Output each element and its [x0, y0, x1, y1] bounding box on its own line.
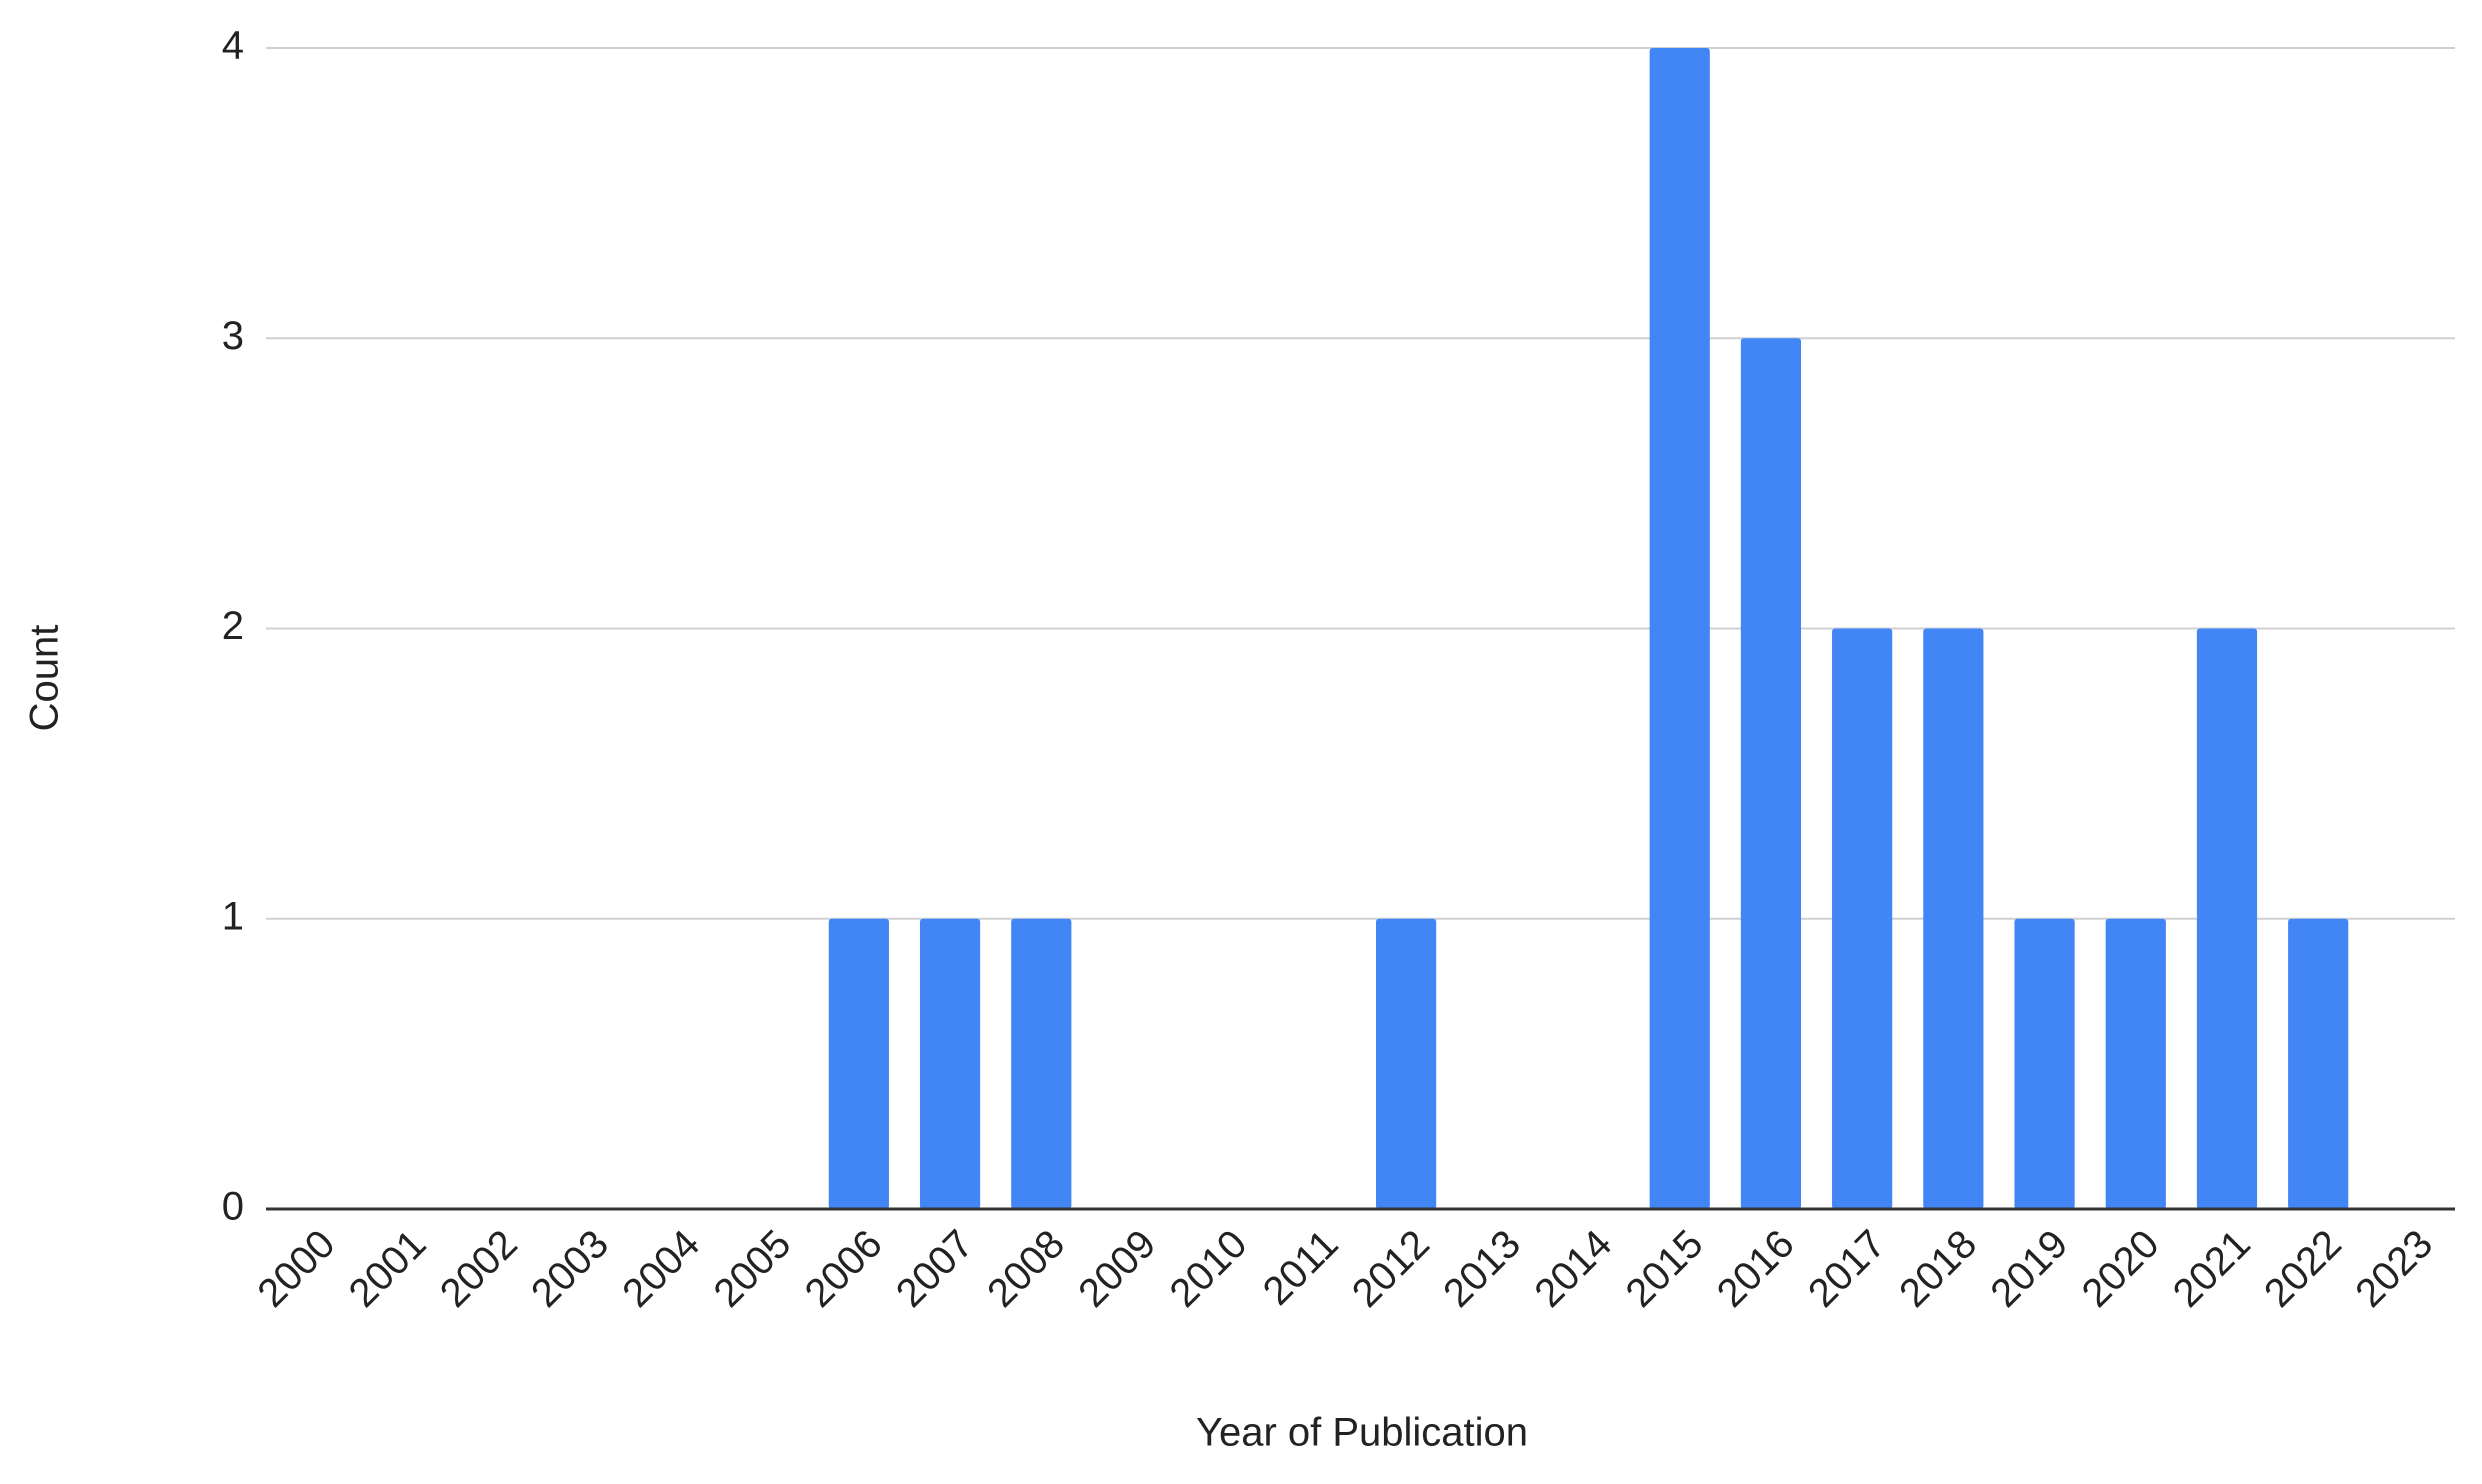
bar — [2014, 918, 2075, 1209]
x-axis-title: Year of Publication — [1196, 1411, 1528, 1455]
x-tick-label: 2021 — [2165, 1222, 2259, 1316]
x-tick-label: 2003 — [523, 1222, 617, 1316]
y-tick-label: 3 — [222, 314, 244, 358]
x-tick-label: 2016 — [1709, 1222, 1803, 1316]
bar — [919, 918, 981, 1209]
x-tick-label: 2013 — [1435, 1222, 1529, 1316]
x-tick-label: 2004 — [614, 1222, 708, 1316]
bar — [1832, 628, 1893, 1209]
y-tick-label: 4 — [222, 24, 244, 68]
x-tick-label: 2001 — [341, 1222, 435, 1316]
bar — [1649, 48, 1710, 1209]
x-tick-label: 2002 — [432, 1222, 526, 1316]
y-tick-label: 2 — [222, 604, 244, 648]
bar — [828, 918, 889, 1209]
bar — [1011, 918, 1072, 1209]
x-tick-label: 2022 — [2256, 1222, 2350, 1316]
y-tick-label: 0 — [222, 1185, 244, 1229]
x-tick-label: 2018 — [1891, 1222, 1985, 1316]
x-tick-label: 2017 — [1800, 1222, 1894, 1316]
x-tick-label: 2020 — [2074, 1222, 2168, 1316]
x-tick-label: 2008 — [979, 1222, 1073, 1316]
bar — [2105, 918, 2166, 1209]
bar — [1376, 918, 1437, 1209]
x-tick-label: 2019 — [1982, 1222, 2076, 1316]
bar — [1740, 338, 1802, 1209]
x-tick-label: 2012 — [1344, 1222, 1438, 1316]
x-tick-label: 2006 — [797, 1222, 891, 1316]
x-tick-label: 2015 — [1618, 1222, 1712, 1316]
x-tick-label: 2023 — [2347, 1222, 2441, 1316]
bar — [2288, 918, 2349, 1209]
bar — [1923, 628, 1984, 1209]
x-tick-label: 2014 — [1526, 1222, 1620, 1316]
x-tick-label: 2000 — [249, 1222, 343, 1316]
x-tick-label: 2011 — [1255, 1222, 1347, 1314]
x-tick-label: 2009 — [1070, 1222, 1164, 1316]
x-tick-label: 2005 — [705, 1222, 799, 1316]
x-tick-label: 2010 — [1161, 1222, 1255, 1316]
y-axis-title: Count — [23, 625, 67, 732]
bar — [2196, 628, 2258, 1209]
x-tick-label: 2007 — [888, 1222, 982, 1316]
y-tick-label: 1 — [222, 894, 244, 938]
